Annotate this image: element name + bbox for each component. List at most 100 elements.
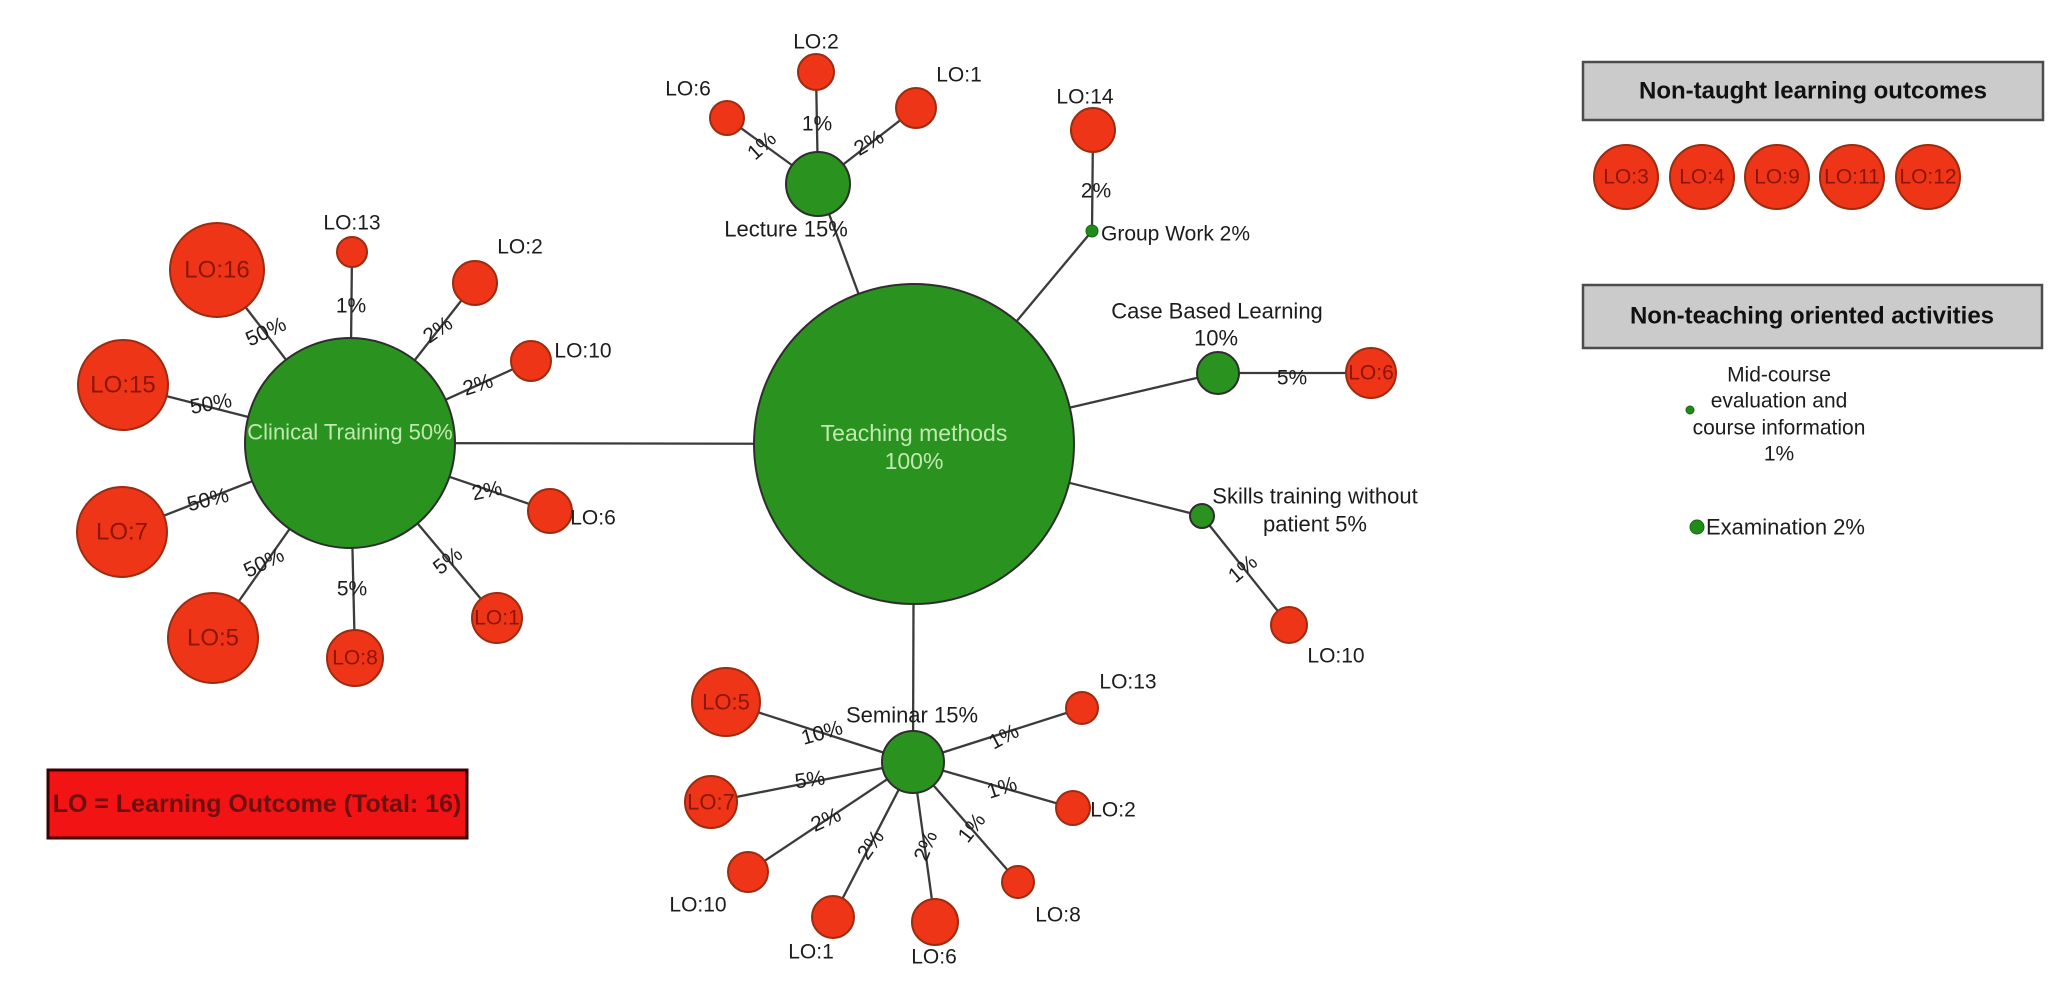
seminar-lo6-pct: 2% [910,828,943,865]
clinical-lo6-pct: 2% [470,477,504,506]
non-teaching-title: Non-teaching oriented activities [1630,303,1994,330]
case-based-label-line2: 10% [1194,326,1238,351]
node-nontaught-lo3 [1593,144,1659,210]
node-clinical-lo1 [471,592,523,644]
group-work-label: Group Work 2% [1101,223,1250,246]
node-skills-lo10 [1270,606,1308,644]
node-case-based-learning [1196,351,1240,395]
node-clinical-lo8 [326,629,384,687]
nontaught-lo4-label: LO:4 [1679,166,1725,189]
node-casebased-lo6 [1345,347,1397,399]
node-seminar-lo2 [1055,790,1091,826]
seminar-lo5-pct: 10% [799,716,846,750]
seminar-lo8-label: LO:8 [1035,904,1081,927]
clinical-lo2-label: LO:2 [497,236,543,259]
clinical-lo16-pct: 50% [242,313,290,352]
seminar-lo5-label: LO:5 [702,690,750,715]
node-lecture [785,151,851,217]
node-clinical-lo5 [167,592,259,684]
midcourse-label-line2: evaluation and [1711,390,1848,413]
seminar-lo10-pct: 2% [807,803,844,836]
node-clinical-lo6 [527,488,573,534]
clinical-lo15-label: LO:15 [90,372,155,399]
lecture-label: Lecture 15% [724,217,848,242]
node-clinical-lo10 [510,340,552,382]
clinical-lo5-label: LO:5 [187,625,239,652]
skills-lo10-pct: 1% [1224,550,1262,587]
lecture-lo1-label: LO:1 [936,64,982,87]
nontaught-lo12-label: LO:12 [1899,166,1956,189]
node-seminar-lo8 [1001,865,1035,899]
node-seminar-lo5 [691,667,761,737]
node-clinical-lo15 [77,339,169,431]
clinical-lo13-label: LO:13 [323,212,380,235]
clinical-lo7-label: LO:7 [96,519,148,546]
node-seminar-lo13 [1065,691,1099,725]
seminar-lo2-label: LO:2 [1090,799,1136,822]
examination-label: Examination 2% [1706,515,1865,540]
node-skills-training [1189,503,1215,529]
node-seminar [881,730,945,794]
examination-bullet-dot [1689,519,1705,535]
clinical-lo7-pct: 50% [185,484,231,516]
seminar-lo1-pct: 2% [853,826,889,864]
clinical-lo16-label: LO:16 [184,257,249,284]
legend-box [46,768,469,840]
seminar-lo10-label: LO:10 [669,894,726,917]
clinical-lo8-pct: 5% [337,578,367,601]
clinical-lo2-pct: 2% [419,312,457,348]
seminar-lo2-pct: 1% [984,772,1020,803]
edge-seminar-lo7 [710,760,914,804]
groupwork-lo14-pct: 2% [1081,180,1111,203]
node-clinical-lo16 [169,222,265,318]
seminar-lo7-label: LO:7 [687,790,735,815]
nontaught-lo9-label: LO:9 [1754,166,1800,189]
node-seminar-lo10 [727,851,769,893]
casebased-lo6-pct: 5% [1277,367,1307,390]
node-lecture-lo1 [895,87,937,129]
midcourse-label-line1: Mid-course [1727,364,1831,387]
node-seminar-lo7 [684,775,738,829]
node-group [76,53,1397,946]
seminar-lo1-label: LO:1 [788,941,834,964]
clinical-lo10-label: LO:10 [554,340,611,363]
seminar-lo13-pct: 1% [985,720,1023,755]
midcourse-bullet-dot [1685,405,1695,415]
seminar-lo7-pct: 5% [793,766,826,793]
case-based-label-line1: Case Based Learning [1111,299,1323,324]
node-clinical-training [244,337,456,549]
lecture-lo2-pct: 1% [802,113,832,136]
midcourse-label-line4: 1% [1764,443,1794,466]
node-clinical-lo2 [452,260,498,306]
seminar-lo6-label: LO:6 [911,946,957,969]
skills-label-line2: patient 5% [1263,512,1367,537]
seminar-label: Seminar 15% [846,703,978,728]
non-taught-title: Non-taught learning outcomes [1639,78,1987,105]
clinical-lo10-pct: 2% [460,369,496,400]
node-lecture-lo6 [709,100,745,136]
node-teaching-methods [753,283,1075,605]
teaching-methods-label-line1: Teaching methods [821,420,1008,446]
clinical-lo6-label: LO:6 [570,507,616,530]
midcourse-label-line3: course information [1693,417,1866,440]
edge-skills-lo10 [1201,515,1290,626]
lecture-lo6-label: LO:6 [665,78,711,101]
lecture-lo2-label: LO:2 [793,31,839,54]
node-seminar-lo1 [811,895,855,939]
clinical-lo1-label: LO:1 [474,607,520,630]
node-groupwork-lo14 [1070,107,1116,153]
seminar-lo13-label: LO:13 [1099,671,1156,694]
node-nontaught-lo12 [1895,144,1961,210]
clinical-lo15-pct: 50% [188,389,233,419]
legend: LO = Learning Outcome (Total: 16) [46,768,469,840]
node-group-work [1085,224,1099,238]
non-teaching-header-box [1581,283,2044,350]
clinical-training-label: Clinical Training 50% [247,420,452,445]
non-taught-header-box [1581,60,2045,122]
legend-label: LO = Learning Outcome (Total: 16) [53,790,462,818]
edge-seminar-lo10 [747,761,914,873]
node-nontaught-lo11 [1819,144,1885,210]
panel-non-teaching: Non-teaching oriented activities Mid-cou… [1581,283,2044,540]
